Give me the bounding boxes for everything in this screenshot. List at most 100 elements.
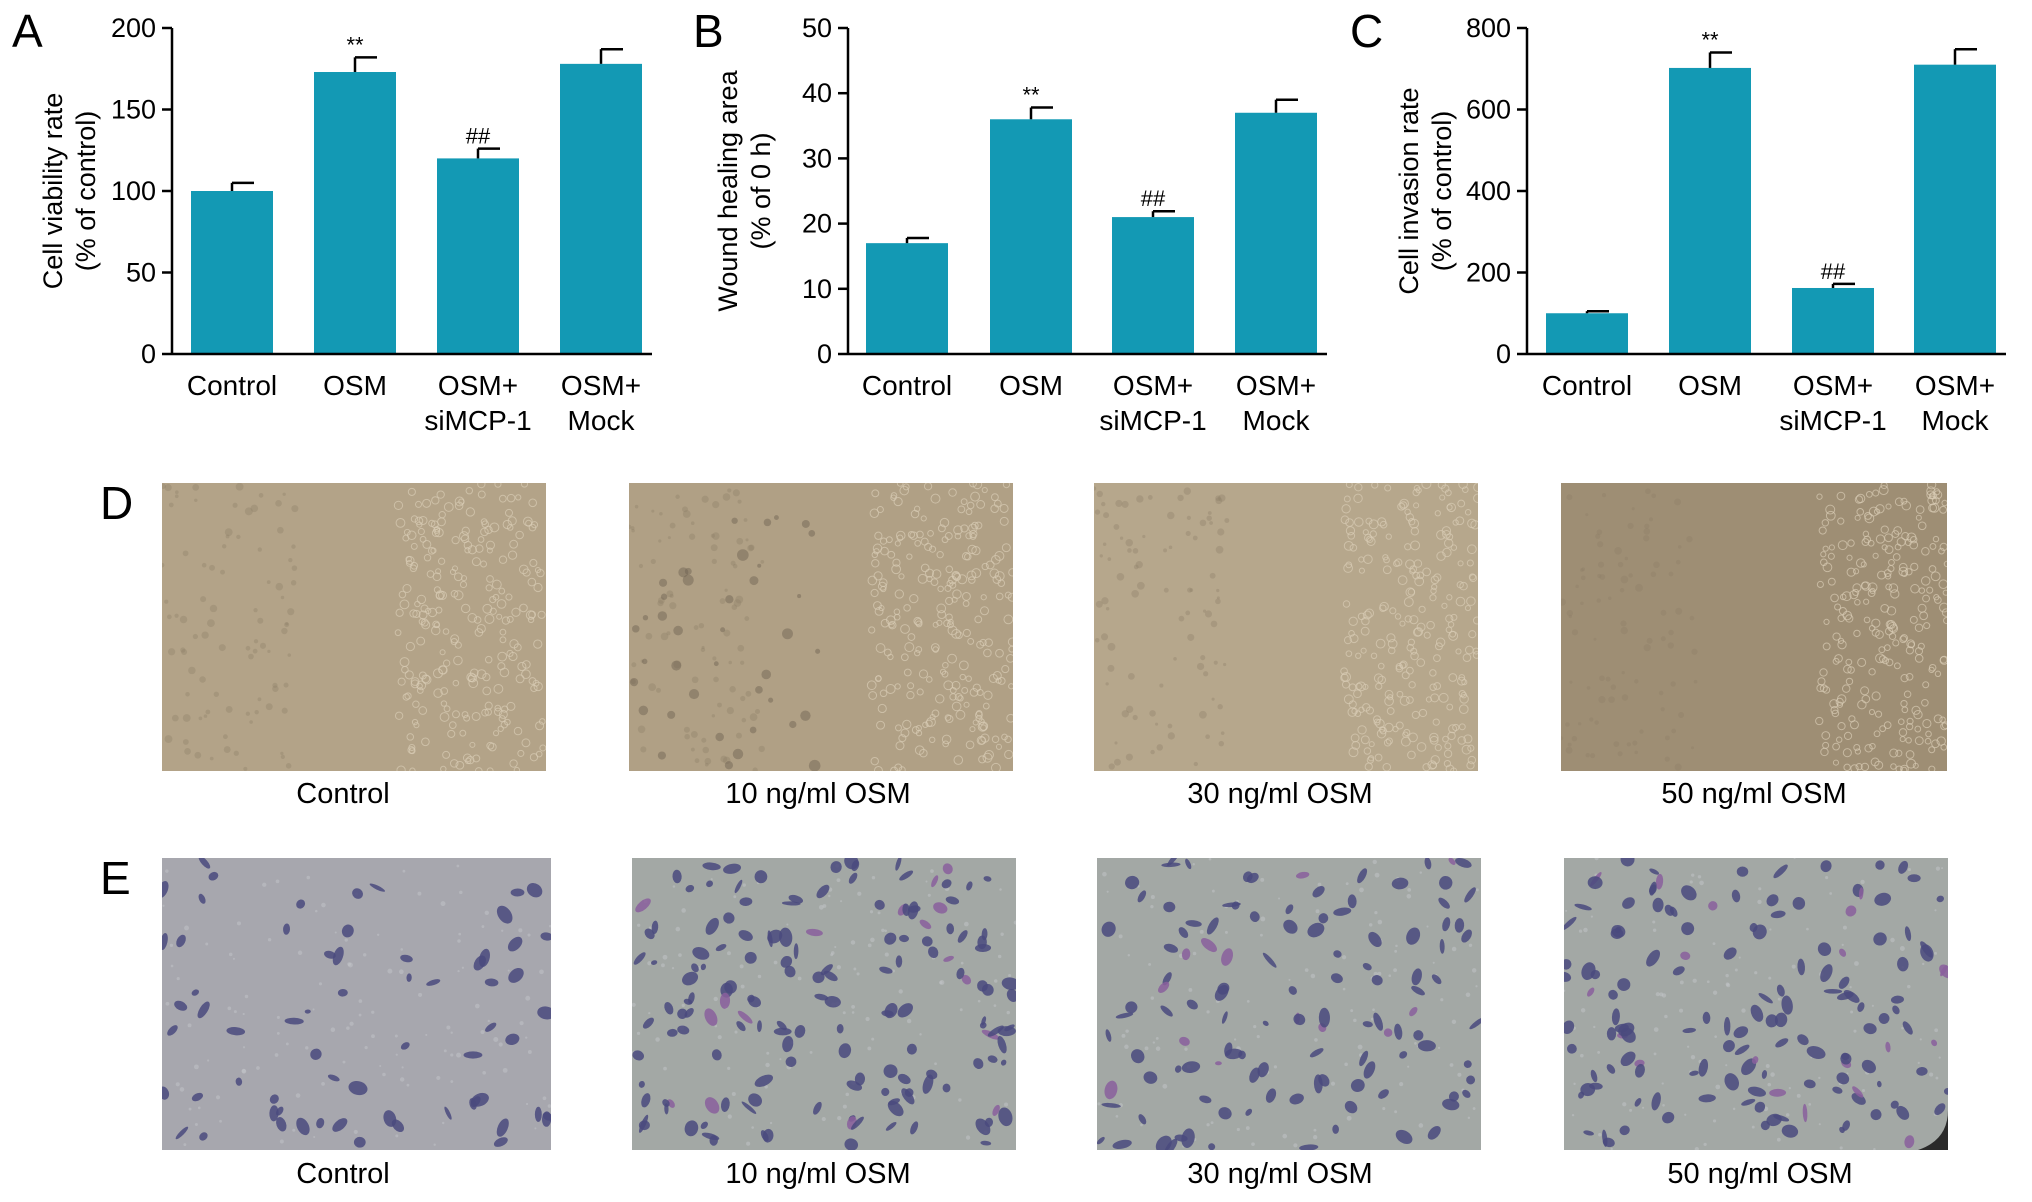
membrane-pore [1315,909,1320,914]
membrane-pore [228,952,233,957]
wound-cell-right [971,546,981,556]
invaded-cell [337,988,348,997]
wound-cell-left [192,483,200,491]
invaded-cell [1249,911,1260,923]
wound-cell-right [974,711,983,719]
membrane-pore [1818,1123,1821,1126]
wound-cell-right [887,653,894,661]
invaded-cell [1333,907,1352,916]
membrane-pore [822,904,827,908]
wound-cell-right [918,669,929,679]
wound-cell-right [1943,616,1947,625]
membrane-pore [330,1027,336,1033]
wound-cell-right [1385,737,1393,745]
wound-cell-left [741,717,747,723]
membrane-pore [394,1034,398,1038]
wound-cell-left [1608,696,1615,703]
wound-cell-right [957,695,964,702]
membrane-pore [1008,973,1012,978]
membrane-pore [456,864,460,868]
membrane-pore [1919,1038,1922,1041]
invaded-cell [701,1132,720,1141]
chart-b-wound-healing: Control**OSM##OSM+siMCP-1OSM+Mock0102030… [713,13,1327,436]
membrane-pore [1684,1113,1687,1116]
wound-cell-right [506,615,514,623]
wound-cell-right [1815,716,1824,726]
membrane-pore [275,879,280,884]
invaded-cell [794,1024,806,1038]
wound-cell-right [413,722,420,729]
membrane-pore [959,1008,963,1012]
invaded-cell [1761,1070,1768,1079]
invaded-cell [1931,1039,1938,1047]
wound-cell-right [969,688,979,697]
invaded-cell [1383,1028,1393,1037]
wound-cell-right [1899,635,1908,644]
invaded-cell [1619,1125,1630,1136]
wound-cell-right [451,536,460,545]
wound-cell-right [1007,592,1013,602]
invaded-cell [1802,1103,1808,1123]
invaded-cell [1698,1094,1716,1103]
membrane-pore [837,1115,842,1121]
invaded-cell [1758,993,1773,1004]
wound-cell-right [394,629,402,637]
invaded-cell [997,1035,1007,1054]
wound-cell-left [1664,735,1670,741]
wound-cell-right [1864,511,1872,520]
membrane-pore [834,946,837,949]
invaded-cell [664,1002,674,1015]
wound-cell-right [1932,535,1940,543]
wound-cell-right [1429,732,1439,743]
wound-cell-left [1125,538,1133,547]
wound-cell-right [462,753,472,763]
wound-cell-left [287,608,295,616]
wound-cell-left [651,509,655,513]
invaded-cell [1158,981,1170,993]
wound-cell-right [1818,526,1827,535]
wound-cell-right [971,568,982,579]
wound-cell-right [930,578,939,586]
membrane-pore [1293,1143,1298,1148]
invaded-cell [1797,958,1806,976]
wound-cell-right [1939,542,1947,551]
wound-cell-right [1820,551,1827,558]
wound-cell-left [175,490,179,495]
invaded-cell [684,1120,699,1137]
wound-cell-right [1837,722,1846,731]
membrane-pore [734,1030,738,1034]
wound-cell-right [464,547,471,554]
invaded-cell [1843,990,1860,1003]
wound-cell-left [1670,681,1676,687]
wound-cell-right [937,585,944,593]
membrane-pore [1860,879,1865,885]
invaded-cell [1873,932,1887,946]
wound-cell-left [253,639,259,644]
wound-cell-right [513,726,523,736]
wound-cell-right [925,676,933,683]
wound-cell-right [1837,637,1845,644]
wound-cell-right [1375,638,1386,649]
wound-cell-right [1444,538,1454,548]
wound-debris [671,660,682,671]
invaded-cell [269,1094,279,1104]
wound-cell-right [914,539,922,547]
membrane-pore [1342,987,1346,991]
invaded-cell [824,996,841,1008]
wound-cell-left [1094,637,1100,643]
wound-cell-left [1116,572,1125,581]
wound-debris [724,761,734,770]
wound-cell-right [932,621,939,628]
wound-cell-right [1466,559,1474,567]
wound-cell-right [453,590,464,601]
membrane-pore [1725,982,1730,986]
invaded-cell [642,1017,654,1029]
wound-cell-right [894,540,901,547]
wound-cell-right [1869,587,1876,595]
wound-cell-right [440,765,447,771]
wound-cell-right [1430,755,1440,765]
invaded-cell [198,893,206,904]
chart-b-category-label-0-0: Control [862,370,952,401]
membrane-pore [1757,899,1762,905]
wound-cell-right [1457,736,1467,745]
